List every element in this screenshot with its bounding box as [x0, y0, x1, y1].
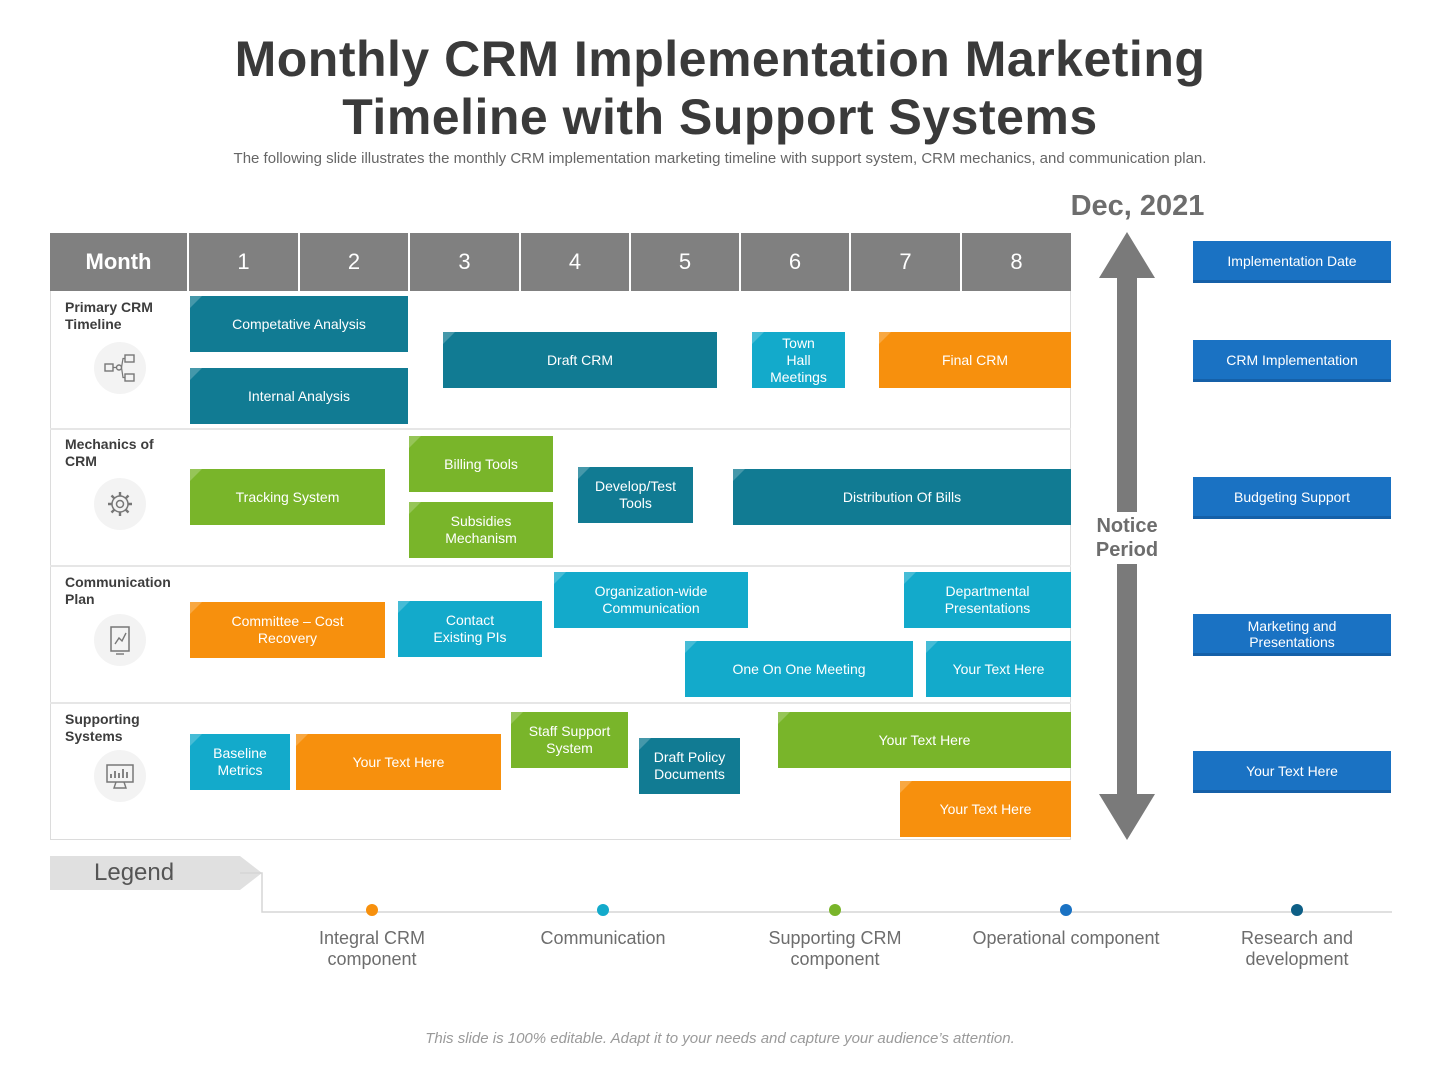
row-divider [50, 565, 1071, 567]
month-3-header: 3 [410, 233, 521, 291]
bar-staff-support-system[interactable]: Staff Support System [511, 712, 628, 768]
bar-baseline-metrics[interactable]: Baseline Metrics [190, 734, 290, 790]
bar-tracking-system[interactable]: Tracking System [190, 469, 385, 525]
month-4-header: 4 [521, 233, 631, 291]
monitor-chart-icon [94, 750, 146, 802]
side-item-budgeting-support[interactable]: Budgeting Support [1193, 477, 1391, 519]
row-divider [50, 428, 1071, 430]
month-2-header: 2 [300, 233, 410, 291]
bar-distribution-of-bills[interactable]: Distribution Of Bills [733, 469, 1071, 525]
bar-your-text-here[interactable]: Your Text Here [296, 734, 501, 790]
legend-item-supporting-crm-component: Supporting CRM component [768, 928, 902, 969]
bar-develop-test-tools[interactable]: Develop/Test Tools [578, 467, 693, 523]
title-line-1: Monthly CRM Implementation Marketing [234, 31, 1206, 87]
side-item-your-text-here[interactable]: Your Text Here [1193, 751, 1391, 793]
month-6-header: 6 [741, 233, 851, 291]
bar-subsidies-mechanism[interactable]: Subsidies Mechanism [409, 502, 553, 558]
bar-your-text-here[interactable]: Your Text Here [926, 641, 1071, 697]
bar-town-hall-meetings[interactable]: Town Hall Meetings [752, 332, 845, 388]
slide-title: Monthly CRM Implementation Marketing Tim… [0, 30, 1440, 146]
title-line-2: Timeline with Support Systems [342, 89, 1098, 145]
document-chart-icon [94, 614, 146, 666]
month-7-header: 7 [851, 233, 962, 291]
footer-note: This slide is 100% editable. Adapt it to… [425, 1030, 1015, 1047]
date-label: Dec, 2021 [1070, 190, 1205, 222]
bar-internal-analysis[interactable]: Internal Analysis [190, 368, 408, 424]
bar-your-text-here[interactable]: Your Text Here [900, 781, 1071, 837]
side-item-marketing-and-presentations[interactable]: Marketing and Presentations [1193, 614, 1391, 656]
legend-item-research-and-development: Research and development [1240, 928, 1354, 969]
side-item-implementation-date[interactable]: Implementation Date [1193, 241, 1391, 283]
bar-committee-cost-recovery[interactable]: Committee – Cost Recovery [190, 602, 385, 658]
month-8-header: 8 [962, 233, 1071, 291]
row-divider [50, 702, 1071, 704]
side-item-crm-implementation[interactable]: CRM Implementation [1193, 340, 1391, 382]
bar-draft-policy-documents[interactable]: Draft Policy Documents [639, 738, 740, 794]
month-1-header: 1 [189, 233, 300, 291]
bar-departmental-presentations[interactable]: Departmental Presentations [904, 572, 1071, 628]
bar-billing-tools[interactable]: Billing Tools [409, 436, 553, 492]
notice-period-label: Notice Period [1085, 512, 1169, 564]
bar-competative-analysis[interactable]: Competative Analysis [190, 296, 408, 352]
row-label-supporting-systems: Supporting Systems [65, 711, 140, 744]
legend-item-communication: Communication [540, 928, 666, 948]
workflow-icon [94, 342, 146, 394]
bar-one-on-one-meeting[interactable]: One On One Meeting [685, 641, 913, 697]
row-label-primary-crm-timeline: Primary CRM Timeline [65, 299, 153, 332]
legend-item-operational-component: Operational component [972, 928, 1160, 948]
gear-icon [94, 478, 146, 530]
bar-contact-existing-pis[interactable]: Contact Existing PIs [398, 601, 542, 657]
bar-your-text-here[interactable]: Your Text Here [778, 712, 1071, 768]
row-label-communication-plan: Communication Plan [65, 574, 171, 607]
month-header: Month [50, 233, 189, 291]
bar-organization-wide-communication[interactable]: Organization-wide Communication [554, 572, 748, 628]
bar-draft-crm[interactable]: Draft CRM [443, 332, 717, 388]
month-5-header: 5 [631, 233, 741, 291]
legend-item-integral-crm-component: Integral CRM component [318, 928, 426, 969]
slide-subtitle: The following slide illustrates the mont… [233, 150, 1207, 167]
row-label-mechanics-of-crm: Mechanics of CRM [65, 436, 154, 469]
bar-final-crm[interactable]: Final CRM [879, 332, 1071, 388]
legend-title: Legend [50, 856, 240, 890]
